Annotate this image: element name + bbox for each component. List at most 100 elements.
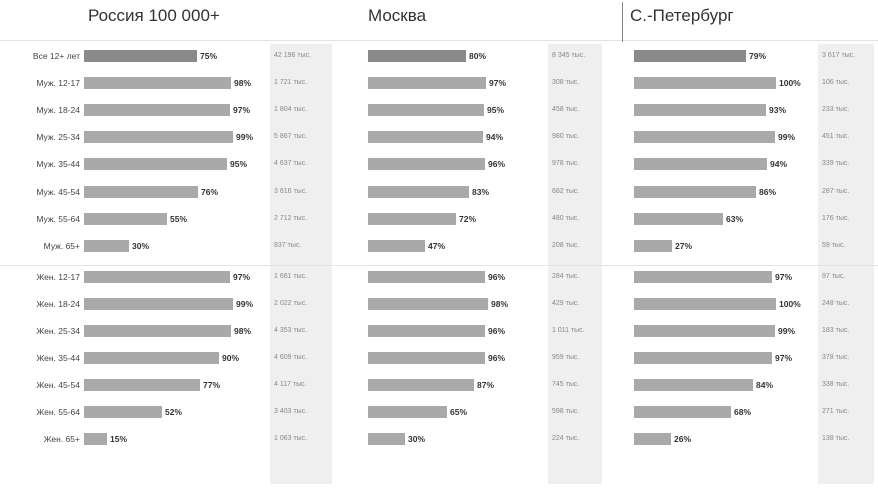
bar [84, 185, 198, 198]
audience-label: 338 тыс. [822, 381, 850, 389]
audience-column [270, 44, 332, 484]
value-label: 79% [749, 51, 767, 61]
bar [84, 433, 107, 446]
value-label: 98% [491, 298, 509, 309]
audience-label: 59 тыс. [822, 241, 846, 249]
value-label: 97% [775, 271, 793, 282]
value-label: 94% [486, 132, 504, 143]
audience-label: 287 тыс. [822, 187, 850, 195]
category-label: Жен. 65+ [43, 434, 80, 445]
value-label: 96% [488, 271, 506, 282]
bar [368, 77, 486, 90]
bar [634, 297, 776, 310]
audience-label: 5 867 тыс. [274, 133, 308, 141]
audience-label: 4 353 тыс. [274, 327, 308, 334]
bar [634, 406, 731, 419]
bar [84, 406, 162, 419]
audience-column [548, 44, 602, 484]
audience-label: 980 тыс. [552, 133, 580, 141]
category-label: Муж. 65+ [43, 240, 80, 251]
audience-label: 271 тыс. [822, 408, 850, 416]
audience-label: 1 063 тыс. [274, 435, 308, 443]
audience-label: 339 тыс. [822, 160, 850, 168]
audience-label: 745 тыс. [552, 381, 580, 389]
category-label: Все 12+ лет [32, 51, 80, 61]
bar [84, 104, 230, 117]
value-label: 99% [778, 132, 796, 143]
value-label: 30% [132, 240, 150, 251]
bar [368, 325, 485, 337]
bar [368, 212, 456, 225]
value-label: 100% [779, 78, 801, 89]
bar [368, 185, 469, 198]
audience-label: 308 тыс. [552, 79, 580, 87]
audience-label: 378 тыс. [822, 354, 850, 362]
audience-label: 4 609 тыс. [274, 354, 308, 362]
value-label: 76% [201, 186, 219, 197]
category-label: Жен. 18-24 [36, 298, 80, 309]
bar [84, 50, 197, 62]
bar [634, 270, 772, 283]
audience-label: 224 тыс. [552, 435, 580, 443]
value-label: 97% [233, 105, 251, 116]
audience-label: 42 196 тыс. [274, 52, 312, 59]
bar [634, 131, 775, 144]
header-divider [0, 40, 878, 41]
value-label: 96% [488, 353, 506, 364]
value-label: 52% [165, 407, 183, 418]
category-label: Жен. 35-44 [36, 353, 80, 364]
bar [634, 239, 672, 252]
panel-separator [622, 2, 623, 42]
bar [84, 239, 129, 252]
value-label: 83% [472, 186, 490, 197]
value-label: 95% [230, 159, 248, 170]
audience-label: 284 тыс. [552, 272, 580, 280]
bar [84, 379, 200, 392]
category-label: Жен. 12-17 [36, 271, 80, 282]
value-label: 26% [674, 434, 692, 445]
value-label: 94% [770, 159, 788, 170]
bar [368, 104, 484, 117]
bar [634, 50, 746, 62]
category-label: Жен. 25-34 [36, 326, 80, 336]
value-label: 87% [477, 380, 495, 391]
bar [368, 379, 474, 392]
audience-label: 2 712 тыс. [274, 214, 308, 222]
value-label: 97% [775, 353, 793, 364]
bar [368, 158, 485, 171]
value-label: 99% [236, 132, 254, 143]
audience-label: 138 тыс. [822, 435, 850, 443]
bar [84, 158, 227, 171]
audience-label: 1 804 тыс. [274, 106, 308, 114]
bar [84, 212, 167, 225]
panel-title: Москва [368, 6, 427, 25]
bar [634, 158, 767, 171]
category-label: Муж. 55-64 [36, 213, 80, 224]
audience-label: 97 тыс. [822, 272, 846, 280]
value-label: 99% [236, 298, 254, 309]
bar [84, 270, 230, 283]
audience-label: 598 тыс. [552, 408, 580, 416]
value-label: 75% [200, 51, 218, 61]
category-label: Муж. 45-54 [36, 186, 80, 197]
audience-label: 429 тыс. [552, 299, 580, 307]
bar [368, 406, 447, 419]
category-label: Муж. 18-24 [36, 105, 80, 116]
bar [84, 131, 233, 144]
bar [368, 239, 425, 252]
bar [634, 212, 723, 225]
value-label: 97% [233, 271, 251, 282]
category-label: Жен. 45-54 [36, 380, 80, 391]
category-label: Жен. 55-64 [36, 407, 80, 418]
value-label: 65% [450, 407, 468, 418]
panel-title: Россия 100 000+ [88, 6, 220, 25]
bar [634, 352, 772, 365]
panel-title: С.-Петербург [630, 6, 734, 25]
audience-label: 4 637 тыс. [274, 160, 308, 168]
value-label: 93% [769, 105, 787, 116]
category-label: Муж. 35-44 [36, 159, 80, 170]
audience-label: 2 022 тыс. [274, 299, 308, 307]
value-label: 47% [428, 240, 446, 251]
bar [368, 433, 405, 446]
bar [634, 433, 671, 446]
